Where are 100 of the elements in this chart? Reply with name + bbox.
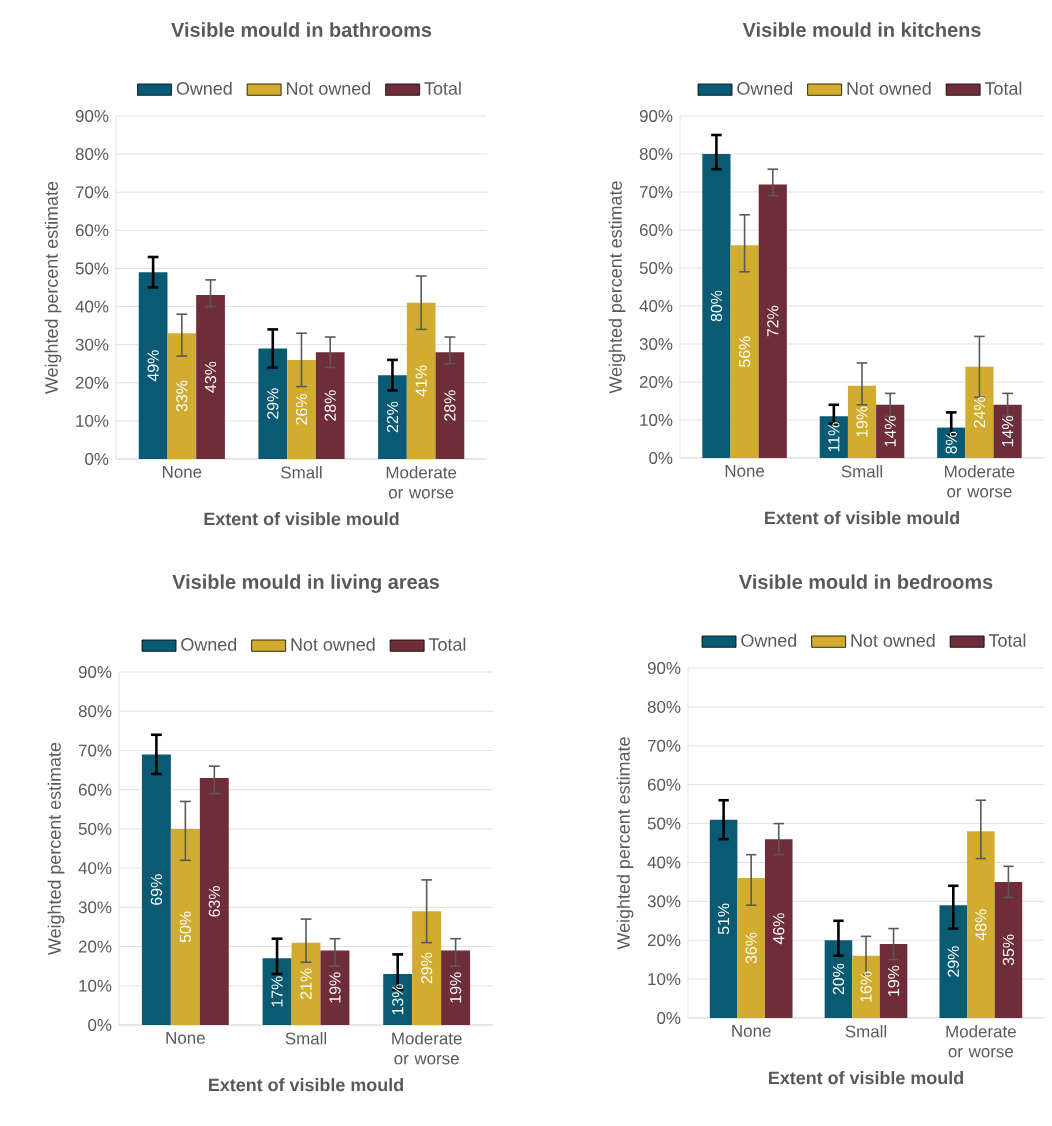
data-label: 21% bbox=[300, 968, 312, 999]
data-label: 28% bbox=[324, 390, 336, 421]
y-axis-title: Weighted percent estimate bbox=[608, 181, 626, 394]
y-axis-title: Weighted percent estimate bbox=[616, 737, 634, 950]
chart-title: Visible mould in living areas bbox=[172, 574, 440, 594]
y-axis-title: Weighted percent estimate bbox=[44, 181, 62, 394]
y-tick-label: 20% bbox=[647, 934, 681, 947]
y-tick-label: 20% bbox=[639, 376, 673, 388]
x-tick-label: None bbox=[162, 466, 202, 478]
y-tick-label: 90% bbox=[639, 110, 673, 122]
y-tick-label: 50% bbox=[75, 262, 109, 275]
y-tick-label: 40% bbox=[647, 856, 681, 869]
y-tick-label: 10% bbox=[76, 414, 109, 427]
x-tick-label: None bbox=[732, 1025, 771, 1037]
y-tick-label: 80% bbox=[639, 148, 673, 160]
y-tick-label: 10% bbox=[79, 979, 112, 992]
data-label: 22% bbox=[386, 401, 399, 433]
chart-title: Visible mould in bathrooms bbox=[171, 22, 432, 37]
data-label: 14% bbox=[1002, 416, 1014, 447]
y-tick-label: 60% bbox=[647, 778, 681, 791]
data-label: 11% bbox=[828, 422, 840, 452]
x-tick-label: Moderate or worse bbox=[945, 465, 1015, 498]
x-tick-label: Small bbox=[841, 465, 883, 478]
y-tick-label: 80% bbox=[78, 705, 112, 718]
data-label: 29% bbox=[947, 946, 959, 977]
data-label: 35% bbox=[1002, 934, 1015, 966]
x-tick-label: Moderate or worse bbox=[946, 1025, 1016, 1058]
y-tick-label: 80% bbox=[647, 700, 681, 713]
legend-label: Owned bbox=[181, 637, 237, 651]
y-tick-label: 40% bbox=[78, 862, 112, 875]
x-tick-label: Small bbox=[281, 466, 322, 479]
y-tick-label: 30% bbox=[639, 338, 673, 350]
legend-label: Owned bbox=[741, 633, 797, 647]
x-axis-title: Extent of visible mould bbox=[769, 1071, 963, 1085]
x-tick-label: None bbox=[166, 1032, 205, 1044]
data-label: 8% bbox=[945, 431, 957, 454]
x-tick-label: Small bbox=[285, 1032, 327, 1045]
data-label: 41% bbox=[415, 365, 427, 397]
data-label: 49% bbox=[147, 350, 159, 382]
y-tick-label: 90% bbox=[75, 110, 109, 122]
x-axis-title: Extent of visible mould bbox=[765, 511, 959, 525]
y-tick-label: 30% bbox=[78, 901, 112, 914]
data-label: 16% bbox=[860, 971, 872, 1002]
data-label: 13% bbox=[392, 984, 404, 1015]
legend-label: Owned bbox=[737, 81, 793, 95]
data-label: 48% bbox=[975, 909, 987, 941]
data-label: 56% bbox=[738, 336, 751, 367]
chart-title: Visible mould in bedrooms bbox=[738, 574, 993, 590]
legend-label: Not owned bbox=[286, 81, 371, 95]
data-label: 72% bbox=[767, 305, 779, 337]
data-label: 19% bbox=[856, 406, 868, 437]
data-label: 46% bbox=[773, 913, 785, 945]
data-label: 63% bbox=[208, 886, 220, 917]
y-tick-label: 10% bbox=[648, 973, 681, 986]
y-tick-label: 80% bbox=[75, 148, 109, 161]
y-tick-label: 0% bbox=[657, 1012, 681, 1024]
x-tick-label: None bbox=[725, 465, 765, 477]
data-label: 29% bbox=[421, 952, 433, 984]
legend-label: Not owned bbox=[847, 81, 931, 95]
data-label: 51% bbox=[718, 903, 730, 935]
legend-label: Not owned bbox=[851, 633, 935, 647]
data-label: 80% bbox=[710, 290, 723, 322]
y-tick-label: 60% bbox=[78, 783, 112, 796]
y-axis-title: Weighted percent estimate bbox=[47, 742, 65, 955]
y-tick-label: 0% bbox=[85, 453, 109, 465]
data-label: 28% bbox=[444, 390, 456, 421]
chart-title: Visible mould in kitchens bbox=[742, 22, 981, 37]
x-tick-label: Moderate or worse bbox=[392, 1032, 462, 1065]
y-tick-label: 10% bbox=[640, 414, 673, 426]
data-label: 19% bbox=[329, 972, 341, 1003]
y-tick-label: 30% bbox=[75, 338, 109, 351]
y-tick-label: 20% bbox=[75, 376, 109, 389]
data-label: 17% bbox=[271, 976, 283, 1007]
legend-label: Total bbox=[984, 81, 1022, 95]
y-tick-label: 50% bbox=[639, 262, 673, 274]
y-tick-label: 0% bbox=[649, 452, 673, 464]
y-tick-label: 40% bbox=[639, 300, 673, 312]
data-label: 19% bbox=[449, 972, 462, 1003]
data-label: 50% bbox=[179, 911, 191, 943]
data-label: 20% bbox=[832, 963, 845, 995]
y-tick-label: 70% bbox=[75, 186, 109, 199]
data-label: 19% bbox=[887, 965, 900, 996]
data-label: 43% bbox=[204, 361, 217, 393]
legend-label: Owned bbox=[176, 81, 232, 95]
y-tick-label: 20% bbox=[78, 940, 112, 953]
y-tick-label: 60% bbox=[75, 224, 109, 237]
data-label: 24% bbox=[973, 397, 986, 428]
y-tick-label: 90% bbox=[647, 662, 681, 675]
y-tick-label: 50% bbox=[647, 817, 681, 830]
data-label: 33% bbox=[176, 380, 188, 412]
y-tick-label: 50% bbox=[78, 822, 112, 835]
data-label: 69% bbox=[150, 874, 163, 905]
x-axis-title: Extent of visible mould bbox=[209, 1078, 403, 1092]
data-label: 26% bbox=[295, 394, 308, 425]
legend-label: Total bbox=[428, 637, 466, 651]
x-tick-label: Moderate or worse bbox=[386, 466, 457, 499]
y-tick-label: 90% bbox=[78, 666, 112, 678]
data-label: 14% bbox=[884, 416, 896, 447]
x-axis-title: Extent of visible mould bbox=[204, 512, 399, 526]
y-tick-label: 30% bbox=[647, 895, 681, 908]
